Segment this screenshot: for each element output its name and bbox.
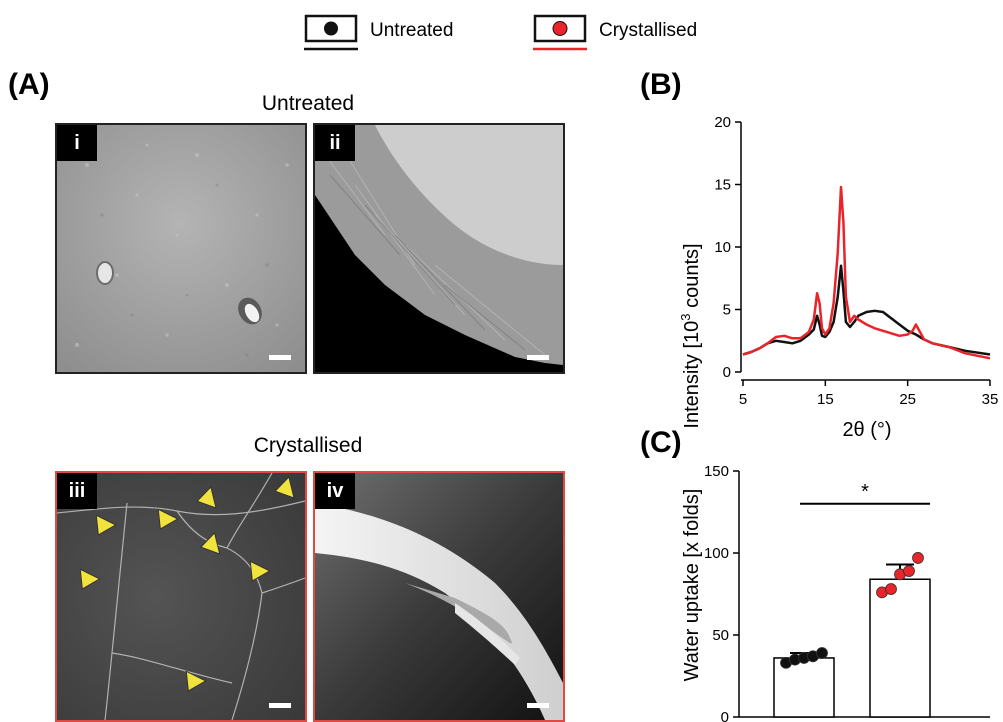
legend: Untreated Crystallised [300, 12, 720, 54]
xrd-y-tick-label: 0 [723, 364, 731, 381]
legend-markers [304, 14, 587, 51]
xrd-series-crystallised [742, 185, 991, 360]
sem-cross-section-crystallised [315, 473, 563, 720]
sem-label-iii: iii [57, 473, 97, 509]
xrd-y-tick-label: 20 [714, 114, 731, 131]
bar-y-tick-label: 150 [704, 463, 729, 480]
xrd-x-axis-label: 2θ (°) [842, 419, 891, 441]
crystallised-group-title: Crystallised [253, 434, 363, 457]
data-point-crystallised [885, 583, 897, 595]
sem-label-ii: ii [315, 125, 355, 161]
bar-axes: 0 50 100 150 [704, 463, 990, 722]
scale-bar [527, 355, 549, 360]
xrd-y-tick-label: 5 [723, 302, 731, 319]
sem-label-iv: iv [315, 473, 355, 509]
xrd-lines [742, 185, 991, 360]
legend-label-crystallised: Crystallised [599, 20, 698, 41]
bar-y-tick-label: 50 [712, 627, 729, 644]
sem-image-ii: ii [313, 123, 565, 374]
bar-marks: * [773, 481, 931, 718]
xrd-x-tick-label: 15 [817, 391, 834, 408]
legend-dot-untreated [324, 21, 338, 36]
xrd-x-tick-label: 5 [739, 391, 747, 408]
legend-label-untreated: Untreated [370, 20, 454, 41]
legend-dot-crystallised [552, 21, 568, 36]
data-point-untreated [816, 647, 828, 659]
data-point-crystallised [903, 565, 915, 577]
scale-bar [269, 703, 291, 708]
scale-bar [527, 703, 549, 708]
bar-crystallised [869, 578, 931, 718]
sem-surface-untreated [57, 125, 305, 372]
xrd-x-tick-label: 25 [899, 391, 916, 408]
sem-image-i: i [55, 123, 307, 374]
sem-image-iii: iii [55, 471, 307, 722]
xrd-y-tick-label: 10 [714, 239, 731, 256]
untreated-group-title: Untreated [261, 92, 355, 115]
water-uptake-chart: 0 50 100 150 * Water uptake [x folds] [681, 463, 990, 722]
sem-image-iv: iv [313, 471, 565, 722]
panel-a-letter: (A) [8, 68, 50, 101]
xrd-series-untreated [742, 264, 991, 356]
sem-cross-section-untreated [315, 125, 563, 372]
legend-box-untreated [304, 14, 358, 43]
scale-bar [269, 355, 291, 360]
data-point-crystallised [912, 552, 924, 564]
sem-surface-crystallised [57, 473, 305, 720]
bar-y-tick-label: 0 [721, 709, 729, 722]
xrd-y-tick-label: 15 [714, 177, 731, 194]
xrd-y-axis-label: Intensity [103 counts] [678, 243, 703, 428]
panel-b-letter: (B) [640, 68, 682, 101]
panel-c-letter: (C) [640, 426, 682, 459]
bar-y-axis-label: Water uptake [x folds] [681, 489, 703, 682]
bar-y-tick-label: 100 [704, 545, 729, 562]
sem-label-i: i [57, 125, 97, 161]
xrd-x-tick-label: 35 [982, 391, 999, 408]
significance-star: * [861, 481, 869, 503]
